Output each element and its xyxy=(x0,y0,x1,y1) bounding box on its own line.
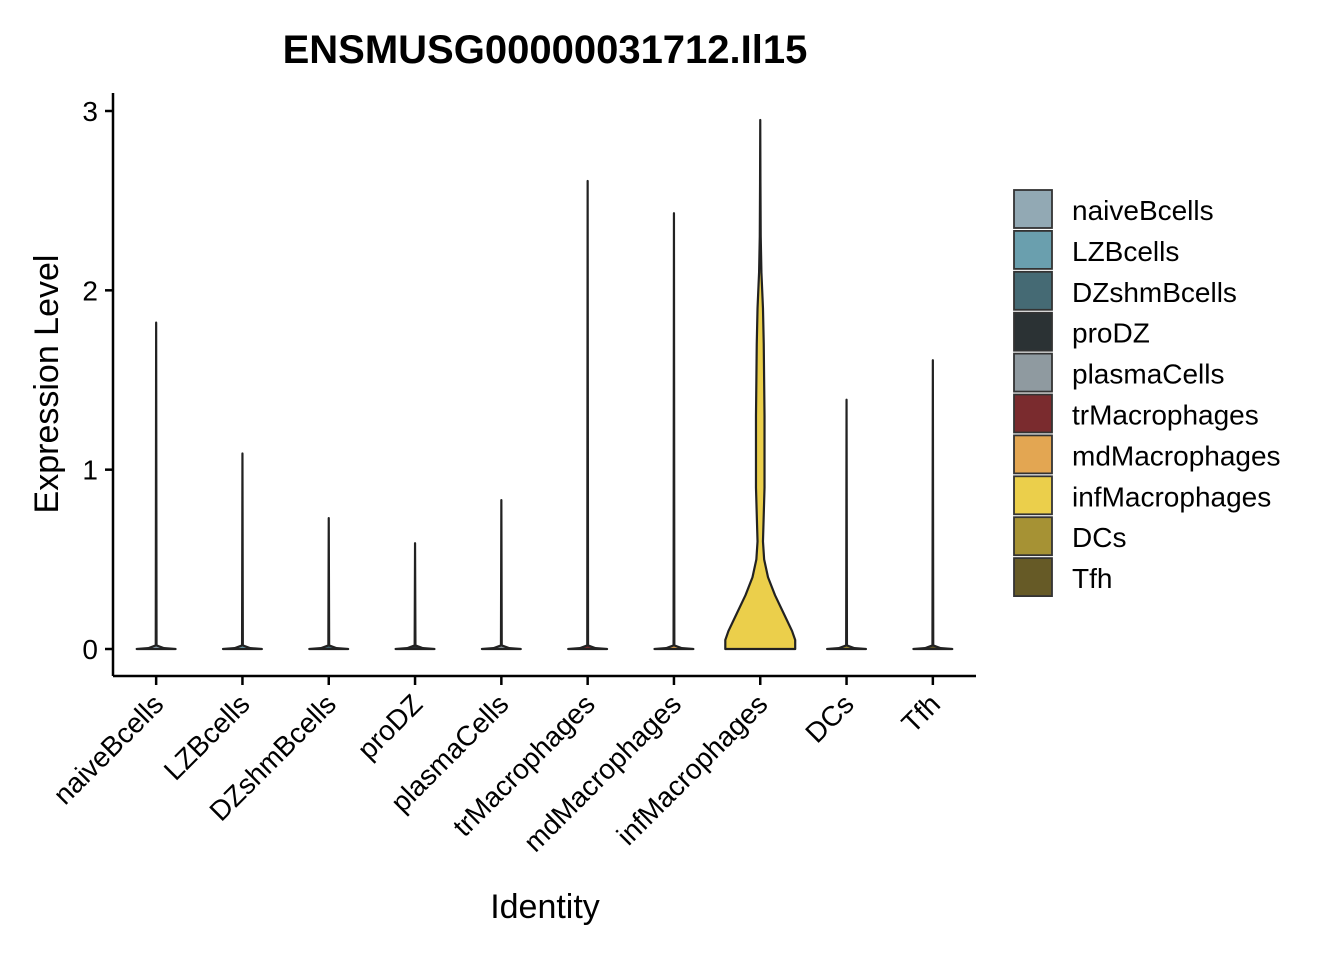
legend-label-proDZ: proDZ xyxy=(1072,318,1150,349)
legend-label-LZBcells: LZBcells xyxy=(1072,236,1179,267)
legend-swatch-naiveBcells xyxy=(1013,189,1053,229)
legend-swatch-DCs xyxy=(1013,516,1053,557)
legend-label-trMacrophages: trMacrophages xyxy=(1072,400,1259,431)
violin-LZBcells xyxy=(221,452,263,651)
x-tick-label: naiveBcells xyxy=(47,688,169,810)
y-axis-title: Expression Level xyxy=(28,255,66,514)
y-axis-ticks: 0 1 2 3 xyxy=(82,96,113,665)
x-tick-label: DCs xyxy=(799,688,859,748)
legend-swatch-trMacrophages xyxy=(1013,393,1053,434)
violin-Tfh xyxy=(912,359,954,651)
violin-trMacrophages xyxy=(567,179,609,651)
y-tick-label: 2 xyxy=(82,275,98,306)
legend-label-infMacrophages: infMacrophages xyxy=(1072,481,1271,512)
legend-swatch-infMacrophages xyxy=(1013,475,1053,516)
legend-swatch-DZshmBcells xyxy=(1013,270,1053,311)
x-tick-label: proDZ xyxy=(351,688,428,765)
chart-title: ENSMUSG00000031712.Il15 xyxy=(283,28,808,72)
y-tick-label: 3 xyxy=(82,96,98,127)
x-axis-title: Identity xyxy=(490,888,600,926)
legend-swatch-proDZ xyxy=(1013,311,1053,352)
violin-mdMacrophages xyxy=(653,212,695,651)
violin-proDZ xyxy=(394,542,436,651)
x-tick-label: Tfh xyxy=(896,688,947,739)
violins xyxy=(135,118,954,651)
legend-label-mdMacrophages: mdMacrophages xyxy=(1072,440,1281,471)
violin-DCs xyxy=(826,398,868,651)
y-tick-label: 0 xyxy=(82,634,98,665)
legend-label-DCs: DCs xyxy=(1072,522,1126,553)
violin-plasmaCells xyxy=(480,499,522,651)
violin-naiveBcells xyxy=(135,321,177,651)
legend: naiveBcells LZBcells DZshmBcells proDZ plasm… xyxy=(1013,189,1281,597)
legend-label-plasmaCells: plasmaCells xyxy=(1072,359,1225,390)
legend-label-naiveBcells: naiveBcells xyxy=(1072,195,1214,226)
legend-swatch-Tfh xyxy=(1013,557,1053,597)
legend-swatch-plasmaCells xyxy=(1013,352,1053,393)
legend-swatch-LZBcells xyxy=(1013,229,1053,270)
legend-swatch-mdMacrophages xyxy=(1013,434,1053,475)
x-tick-label: infMacrophages xyxy=(611,688,774,851)
legend-label-DZshmBcells: DZshmBcells xyxy=(1072,277,1237,308)
y-tick-label: 1 xyxy=(82,455,98,486)
legend-label-Tfh: Tfh xyxy=(1072,563,1112,594)
x-tick-label: mdMacrophages xyxy=(518,688,687,857)
violin-DZshmBcells xyxy=(308,516,350,651)
violin-infMacrophages xyxy=(724,118,797,651)
